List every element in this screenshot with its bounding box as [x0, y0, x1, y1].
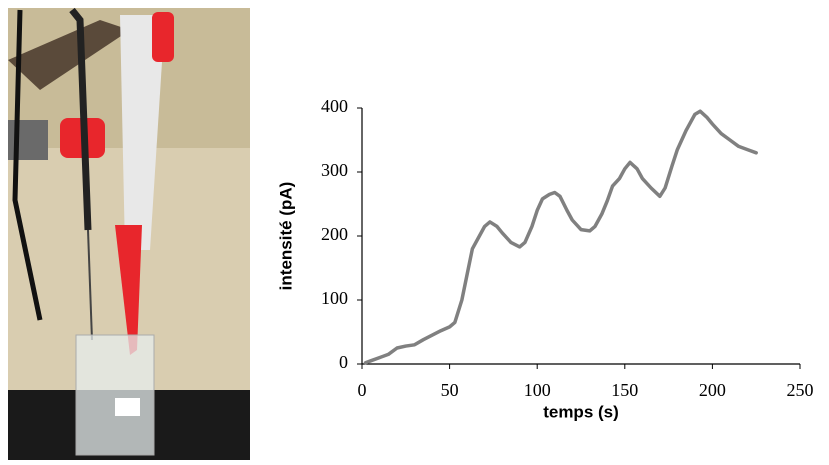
- photo: [8, 7, 250, 460]
- y-tick-label: 0: [339, 352, 348, 372]
- y-tick-label: 300: [321, 160, 348, 180]
- x-tick-label: 150: [611, 380, 638, 400]
- data-line: [363, 109, 758, 365]
- y-axis-label: intensité (pA): [276, 182, 295, 291]
- x-tick-label: 200: [699, 380, 726, 400]
- y-tick-label: 200: [321, 224, 348, 244]
- y-tick-label: 100: [321, 288, 348, 308]
- x-tick-label: 0: [358, 380, 367, 400]
- x-tick-label: 50: [441, 380, 459, 400]
- x-tick-label: 100: [524, 380, 551, 400]
- y-tick-label: 400: [321, 96, 348, 116]
- x-axis-label: temps (s): [543, 402, 619, 421]
- chart: temps (s) intensité (pA): [276, 182, 618, 422]
- x-tick-label: 250: [787, 380, 814, 400]
